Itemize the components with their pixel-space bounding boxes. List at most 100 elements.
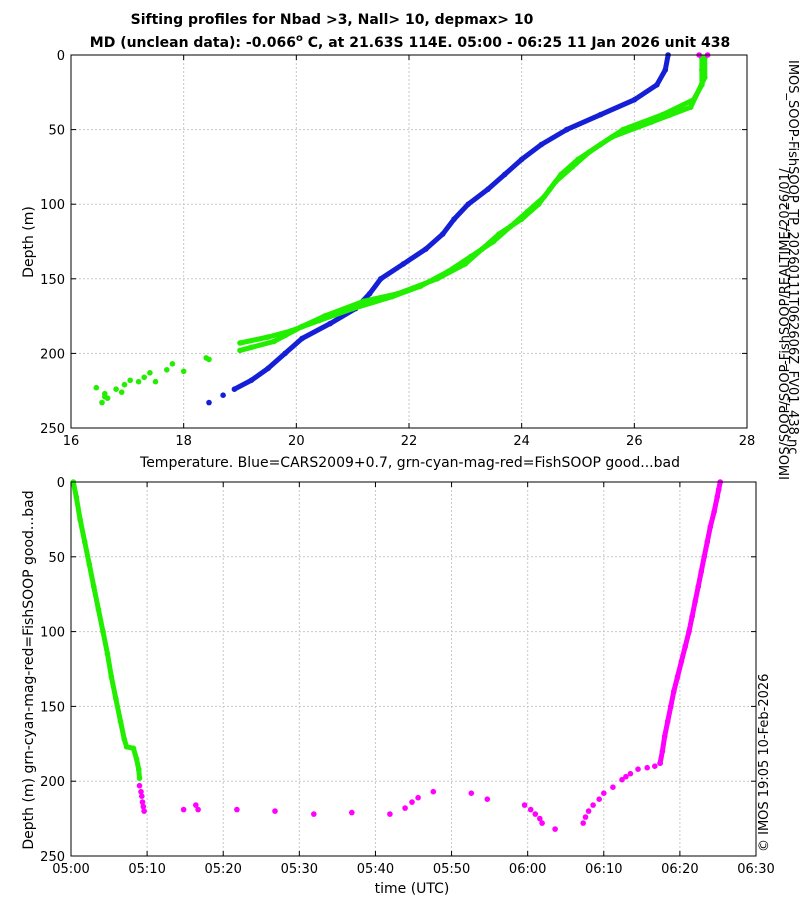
top-data-point [135, 378, 142, 385]
top-data-point [569, 164, 576, 170]
bottom-xtick-label: 06:10 [585, 862, 622, 877]
bottom-data-point [180, 806, 187, 813]
top-data-point [541, 193, 547, 200]
bottom-data-point [484, 796, 491, 802]
top-series-fishsoop-flat [93, 355, 212, 406]
bottom-data-point [635, 766, 641, 772]
bottom-plot-data [70, 479, 723, 832]
bottom-data-point [657, 760, 663, 766]
top-xtick-label: 24 [513, 434, 530, 449]
top-data-point [451, 216, 457, 222]
bottom-data-point [135, 766, 142, 772]
top-ytick-label: 100 [40, 198, 65, 213]
top-ticks: 16 18 20 22 24 26 28 0 50 100 150 200 250 [40, 49, 755, 449]
bottom-ytick-label: 200 [40, 775, 65, 790]
bottom-xtick-label: 05:50 [433, 862, 470, 877]
top-data-point [127, 377, 133, 384]
bottom-series-ascent [657, 479, 723, 766]
top-series-cars2009-0-7-tail [206, 392, 226, 406]
bottom-data-point [136, 775, 143, 781]
top-data-point [389, 293, 395, 300]
top-data-point [237, 347, 243, 354]
top-data-point [524, 208, 531, 215]
bottom-data-point [714, 494, 720, 500]
top-data-point [152, 378, 159, 385]
bottom-data-point [698, 569, 704, 575]
bottom-data-point [139, 799, 146, 805]
bottom-data-point [659, 748, 666, 755]
top-ytick-label: 0 [57, 49, 65, 64]
bottom-xtick-label: 05:00 [52, 862, 89, 877]
top-data-point [445, 268, 452, 275]
bottom-data-point [140, 803, 147, 810]
top-data-point [206, 399, 212, 406]
bottom-data-point [468, 790, 475, 796]
bottom-xtick-label: 06:00 [509, 862, 546, 877]
top-data-point [248, 377, 255, 384]
top-data-point [237, 340, 243, 346]
top-plot-data [93, 52, 711, 406]
bottom-data-point [623, 773, 629, 780]
top-data-point [349, 305, 356, 312]
bottom-data-point [580, 820, 586, 826]
top-data-point [586, 149, 593, 155]
bottom-data-point [81, 539, 88, 545]
bottom-y-axis-label: Depth (m) grn-cyan-mag-red=FishSOOP good… [21, 490, 37, 849]
top-data-point [631, 97, 638, 103]
bottom-data-point [130, 745, 137, 752]
bottom-data-point [671, 688, 677, 695]
bottom-data-point [95, 606, 102, 612]
bottom-series-bottom [136, 760, 663, 832]
top-data-point [265, 365, 272, 372]
bottom-xtick-label: 05:10 [128, 862, 165, 877]
bottom-xtick-label: 06:20 [661, 862, 698, 877]
bottom-data-point [610, 784, 616, 790]
top-data-point [265, 334, 272, 340]
bottom-data-point [100, 628, 106, 635]
top-ytick-label: 50 [48, 124, 65, 139]
top-data-point [378, 276, 384, 282]
top-xtick-label: 18 [175, 434, 192, 449]
top-data-point [563, 126, 570, 133]
top-ytick-label: 250 [40, 422, 65, 437]
bottom-data-point [644, 764, 650, 771]
top-data-point [141, 374, 147, 381]
bottom-data-point [668, 703, 674, 710]
top-data-point [417, 283, 424, 290]
bottom-data-point [664, 718, 671, 725]
top-ytick-label: 150 [40, 273, 65, 288]
bottom-data-point [707, 524, 714, 530]
bottom-ytick-label: 250 [40, 850, 65, 865]
bottom-data-point [704, 539, 711, 545]
top-data-point [485, 186, 491, 193]
top-data-point [118, 389, 125, 396]
top-data-point [231, 386, 238, 393]
bottom-data-point [585, 808, 592, 814]
bottom-data-point [193, 802, 199, 808]
bottom-data-point [139, 793, 145, 799]
bottom-plot-frame [70, 481, 757, 857]
top-grid [71, 55, 747, 428]
top-x-axis-label: Temperature. Blue=CARS2009+0.7, grn-cyan… [139, 455, 680, 471]
bottom-ytick-label: 0 [57, 476, 65, 491]
top-data-point [654, 82, 660, 88]
bottom-data-point [532, 811, 539, 817]
bottom-data-point [138, 788, 144, 795]
bottom-data-point [601, 790, 607, 796]
bottom-data-point [234, 806, 240, 813]
top-data-point [400, 261, 407, 267]
bottom-data-point [73, 494, 80, 500]
bottom-data-point [121, 736, 128, 743]
bottom-xtick-label: 05:40 [357, 862, 394, 877]
bottom-data-point [552, 826, 558, 832]
bottom-data-point [619, 776, 625, 783]
bottom-data-point [674, 673, 681, 680]
top-data-point [502, 171, 508, 178]
bottom-xtick-label: 05:20 [204, 862, 241, 877]
temperature-depth-plot: 16 18 20 22 24 26 28 0 50 100 150 200 250 [40, 49, 755, 449]
bottom-data-point [91, 583, 97, 590]
top-data-point [121, 381, 128, 388]
bottom-data-point [141, 808, 147, 814]
bottom-data-point [123, 744, 130, 750]
top-data-point [287, 328, 294, 334]
